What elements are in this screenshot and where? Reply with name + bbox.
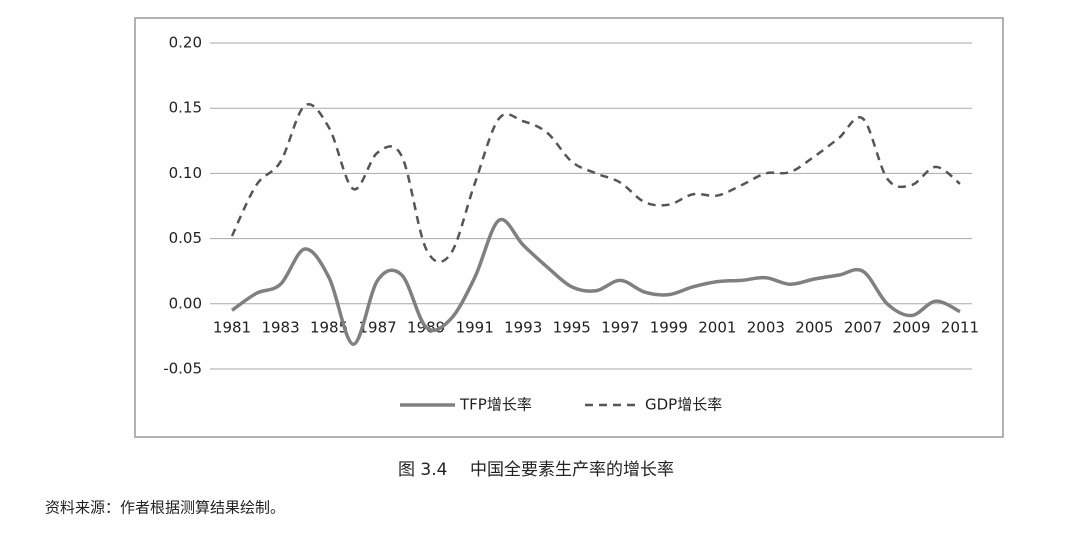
chart-title: 中国全要素生产率的增长率 [470, 460, 674, 480]
x-tick-label: 1987 [359, 318, 397, 336]
chart-frame [134, 17, 1004, 438]
y-tick-label: 0.15 [169, 99, 202, 117]
y-tick-label: 0.10 [169, 164, 202, 182]
x-tick-label: 2001 [698, 318, 736, 336]
legend-label: GDP增长率 [645, 396, 722, 414]
x-tick-label: 1999 [650, 318, 688, 336]
x-tick-label: 2009 [892, 318, 930, 336]
y-tick-label: 0.00 [169, 294, 202, 312]
series-line [230, 103, 961, 264]
x-tick-label: 1993 [504, 318, 542, 336]
x-tick-label: 2003 [747, 318, 785, 336]
x-tick-label: 2005 [795, 318, 833, 336]
x-tick-label: 2011 [941, 318, 979, 336]
x-tick-label: 1995 [553, 318, 591, 336]
y-tick-label: -0.05 [163, 360, 202, 378]
x-tick-label: 1997 [601, 318, 639, 336]
figure-label: 图 3.4 [398, 460, 447, 480]
y-tick-label: 0.05 [169, 229, 202, 247]
x-tick-label: 1991 [456, 318, 494, 336]
x-tick-label: 1983 [261, 318, 299, 336]
series-line [230, 217, 961, 346]
source-note: 资料来源：作者根据测算结果绘制。 [45, 499, 285, 517]
x-tick-label: 1985 [310, 318, 348, 336]
legend-label: TFP增长率 [459, 396, 532, 414]
x-tick-label: 2007 [844, 318, 882, 336]
y-tick-label: 0.20 [169, 34, 202, 52]
x-tick-label: 1981 [213, 318, 251, 336]
